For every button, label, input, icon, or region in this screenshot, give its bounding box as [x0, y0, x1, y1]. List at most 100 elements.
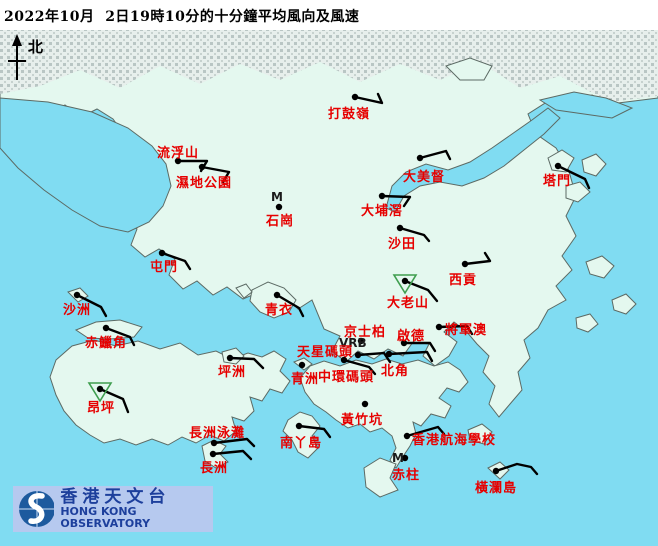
- station-dot-icon: [400, 339, 408, 347]
- missing-data-mark: M: [392, 451, 404, 465]
- station-label: 南丫島: [280, 435, 322, 451]
- station-dot-icon: [209, 450, 217, 458]
- station-label: 大老山: [387, 295, 429, 311]
- station-label: 塔門: [543, 173, 571, 189]
- station-dot-icon: [361, 400, 369, 408]
- wind-barb: [98, 387, 130, 414]
- logo-zh-text: 香港天文台: [60, 486, 171, 507]
- wind-barb: [75, 293, 108, 318]
- station-dot-icon: [351, 93, 359, 101]
- station-label: 橫瀾島: [475, 480, 517, 496]
- station-dot-icon: [340, 356, 348, 364]
- hko-logo: 香港天文台 HONG KONG OBSERVATORY: [13, 486, 213, 532]
- station-label: 長洲: [200, 461, 228, 476]
- wind-barb: [387, 350, 434, 363]
- wind-barb: [463, 251, 492, 266]
- station-label: 打鼓嶺: [328, 106, 370, 122]
- wind-barb: [437, 324, 474, 336]
- water-tolo-harbour: [385, 107, 561, 213]
- station-label: 啟德: [397, 328, 425, 344]
- logo-en-text: HONG KONG OBSERVATORY: [60, 505, 151, 530]
- wind-barb: [275, 293, 305, 318]
- station-label: 青洲: [291, 371, 319, 387]
- station-label: 黃竹坑: [340, 412, 383, 428]
- station-dot-icon: [461, 260, 469, 268]
- north-arrowhead: [12, 34, 22, 46]
- gust-triangle-icon: [87, 382, 113, 403]
- wind-barb: [380, 194, 412, 208]
- missing-data-mark: M: [271, 190, 283, 204]
- variable-wind-mark: VRB: [339, 336, 367, 350]
- station-label: 大美督: [403, 169, 445, 185]
- station-dot-icon: [416, 154, 424, 162]
- land-tsing-yi: [249, 281, 297, 319]
- land-lantau: [49, 339, 291, 446]
- title-bar: 2022年10月 2日19時10分的十分鐘平均風向及風速: [0, 0, 658, 30]
- station-label: 濕地公園: [176, 175, 232, 191]
- wind-barb: [211, 449, 253, 461]
- north-arrow: 北: [8, 34, 43, 80]
- wind-barb: [398, 226, 431, 243]
- station-label: 香港航海學校: [411, 432, 496, 448]
- wind-barb: [418, 149, 452, 161]
- wind-barb: [342, 358, 377, 376]
- wind-barb: [200, 165, 231, 184]
- station-dot-icon: [273, 291, 281, 299]
- station-dot-icon: [401, 277, 409, 285]
- station-label: 昂坪: [87, 400, 115, 416]
- station-label: 沙洲: [63, 303, 91, 318]
- station-dot-icon: [295, 422, 303, 430]
- station-dot-icon: [385, 350, 393, 358]
- wind-barb: [402, 341, 437, 353]
- wind-barb: [356, 351, 392, 364]
- station-label: 坪洲: [218, 365, 246, 380]
- station-label: 京士柏: [344, 324, 386, 340]
- station-label: 西貢: [449, 273, 477, 288]
- station-dot-icon: [435, 323, 443, 331]
- wind-barb: [403, 279, 439, 303]
- land-hk-island: [299, 358, 469, 469]
- station-dot-icon: [403, 432, 411, 440]
- urban-shenzhen: [0, 30, 658, 102]
- station-dot-icon: [96, 385, 104, 393]
- station-label: 赤柱: [392, 467, 420, 483]
- station-label: 赤鱲角: [85, 335, 127, 351]
- station-dot-icon: [298, 361, 306, 369]
- station-dot-icon: [174, 157, 182, 165]
- station-label: 北角: [381, 363, 409, 379]
- station-label: 大埔滘: [361, 203, 403, 219]
- water-starling-inlet: [538, 91, 634, 119]
- wind-barb: [405, 425, 446, 438]
- station-dot-icon: [158, 249, 166, 257]
- gust-triangle-icon: [392, 274, 418, 295]
- wind-barb: [494, 462, 539, 476]
- station-dot-icon: [275, 203, 283, 211]
- wind-barb: [297, 424, 332, 439]
- map-title: 2022年10月 2日19時10分的十分鐘平均風向及風速: [4, 9, 360, 25]
- wind-barb: [160, 251, 192, 271]
- station-dot-icon: [226, 354, 234, 362]
- land-small-islands: [67, 57, 637, 498]
- station-dot-icon: [198, 163, 206, 171]
- station-label: 中環碼頭: [318, 369, 374, 385]
- station-dot-icon: [401, 454, 409, 462]
- station-label: 長洲泳灘: [189, 425, 245, 441]
- station-dot-icon: [554, 162, 562, 170]
- wind-barb: [556, 164, 591, 190]
- wind-barb: [212, 437, 256, 448]
- station-label: 石崗: [265, 214, 294, 229]
- station-dot-icon: [354, 351, 362, 359]
- wind-barb: [104, 326, 136, 347]
- station-label: 流浮山: [157, 145, 199, 161]
- station-dot-icon: [73, 291, 81, 299]
- station-dot-icon: [357, 337, 365, 345]
- hko-logo-icon: [19, 491, 55, 527]
- station-dot-icon: [102, 324, 110, 332]
- water-deep-bay: [0, 97, 172, 233]
- station-dot-icon: [210, 439, 218, 447]
- north-label: 北: [28, 38, 43, 56]
- station-label: 將軍澳: [445, 322, 487, 338]
